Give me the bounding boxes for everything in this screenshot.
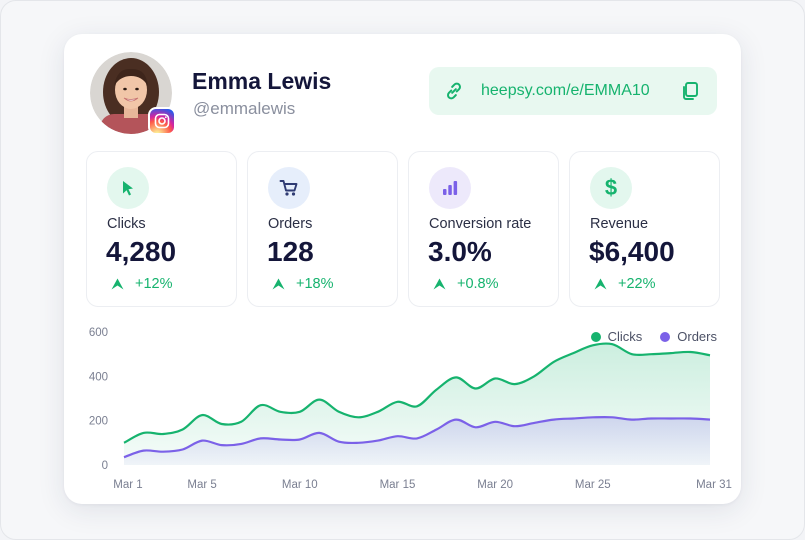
x-tick-label: Mar 20 — [477, 479, 513, 491]
stat-icon-bg: $ — [590, 167, 632, 209]
stat-card-conversion-rate[interactable]: Conversion rate 3.0% +0.8% — [408, 151, 559, 307]
avatar-photo — [90, 52, 172, 134]
stat-card-clicks[interactable]: Clicks 4,280 +12% — [86, 151, 237, 307]
stat-change: +18% — [272, 276, 334, 292]
trend-up-icon — [433, 278, 446, 290]
orders-area — [124, 417, 710, 465]
y-axis: 0 200 400 600 — [89, 327, 108, 472]
trend-up-icon — [594, 278, 607, 290]
stat-card-orders[interactable]: Orders 128 +18% — [247, 151, 398, 307]
chart-legend: Clicks Orders — [573, 329, 717, 344]
cursor-icon — [123, 181, 133, 196]
performance-chart: Clicks Orders 0 200 400 600 Mar 1 Mar 5 Mar 1… — [64, 319, 741, 491]
legend-label: Clicks — [607, 329, 643, 344]
profile-handle[interactable]: @emmalewis — [193, 99, 296, 118]
affiliate-link-url[interactable]: heepsy.com/e/EMMA10 — [481, 82, 650, 99]
avatar[interactable] — [90, 52, 176, 135]
legend-item-orders[interactable]: Orders — [660, 329, 717, 344]
x-tick-label: Mar 10 — [282, 479, 318, 491]
y-tick-label: 400 — [89, 371, 108, 383]
profile-name: Emma Lewis — [192, 68, 332, 94]
stat-label: Clicks — [107, 216, 146, 232]
stat-change: +22% — [594, 276, 656, 292]
dollar-icon: $ — [604, 175, 618, 200]
x-axis: Mar 1 Mar 5 Mar 10 Mar 15 Mar 20 Mar 25 Mar 31 — [113, 479, 732, 491]
link-icon — [447, 82, 461, 100]
stat-change-value: +18% — [296, 276, 334, 292]
stat-change-value: +12% — [135, 276, 173, 292]
x-tick-label: Mar 1 — [113, 479, 142, 491]
cart-icon — [279, 180, 298, 196]
trend-up-icon — [111, 278, 124, 290]
x-tick-label: Mar 15 — [380, 479, 416, 491]
stat-icon-bg — [268, 167, 310, 209]
orders-line — [123, 416, 711, 459]
legend-item-clicks[interactable]: Clicks — [590, 329, 643, 344]
legend-dot — [660, 331, 671, 342]
stat-change-value: +0.8% — [457, 276, 499, 292]
y-tick-label: 0 — [102, 460, 108, 472]
x-tick-label: Mar 31 — [696, 479, 732, 491]
affiliate-link-box[interactable]: heepsy.com/e/EMMA10 — [429, 67, 717, 115]
copy-icon[interactable] — [680, 81, 700, 101]
stat-label: Conversion rate — [429, 216, 532, 232]
trend-up-icon — [272, 278, 285, 290]
y-tick-label: 200 — [89, 416, 108, 428]
instagram-glyph — [154, 113, 170, 129]
stat-value: 3.0% — [428, 236, 492, 267]
bar-chart-icon — [443, 181, 458, 195]
stat-change-value: +22% — [618, 276, 656, 292]
stat-icon-bg — [429, 167, 471, 209]
legend-label: Orders — [677, 329, 717, 344]
clicks-line — [123, 342, 711, 444]
influencer-dashboard-card: Emma Lewis @emmalewis heepsy.com/e/EMMA1… — [64, 34, 741, 504]
stat-value: 128 — [267, 236, 314, 267]
stat-label: Orders — [268, 216, 313, 232]
x-tick-label: Mar 5 — [187, 479, 216, 491]
stat-change: +12% — [111, 276, 173, 292]
x-tick-label: Mar 25 — [575, 479, 611, 491]
legend-dot — [590, 331, 601, 342]
stat-value: 4,280 — [106, 236, 177, 267]
stat-change: +0.8% — [433, 276, 499, 292]
stat-value: $6,400 — [589, 236, 675, 267]
stat-label: Revenue — [590, 216, 649, 232]
stat-icon-bg — [107, 167, 149, 209]
y-tick-label: 600 — [89, 327, 108, 339]
stat-card-revenue[interactable]: $ Revenue $6,400 +22% — [569, 151, 720, 307]
instagram-icon[interactable] — [148, 107, 176, 135]
